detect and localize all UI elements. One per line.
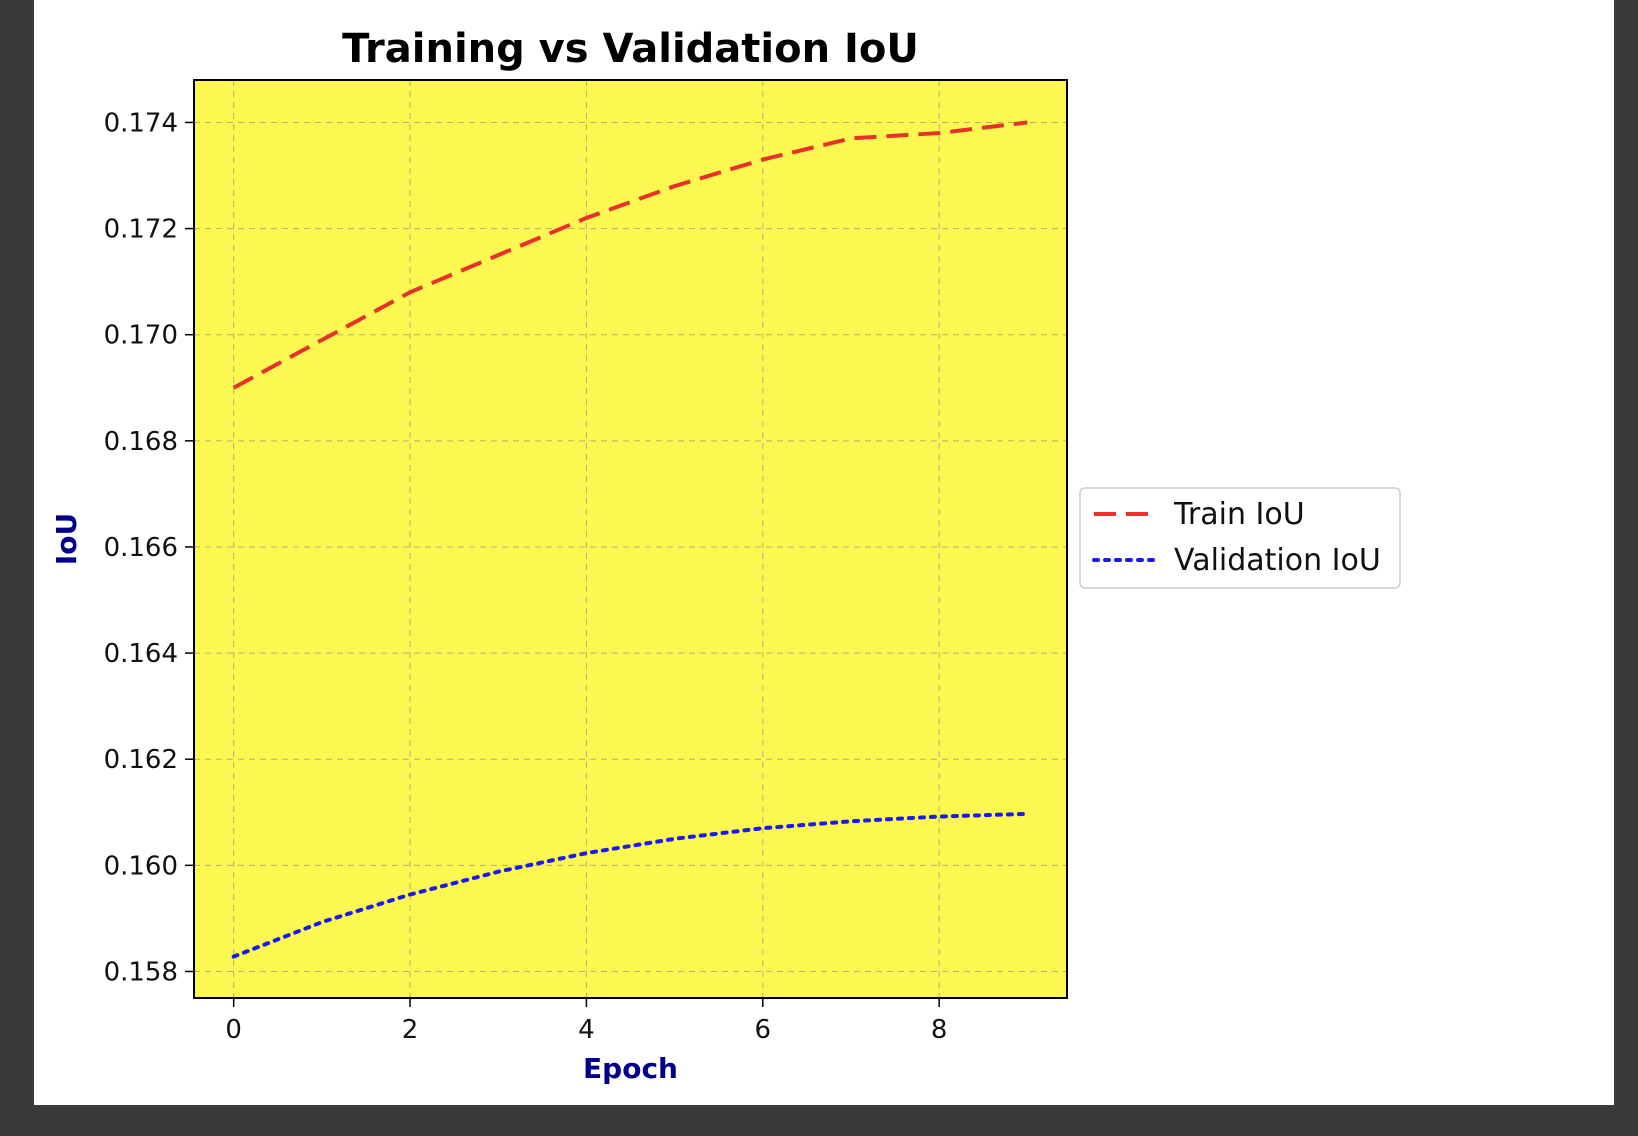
y-tick-label: 0.172 [104,215,178,245]
x-axis-label: Epoch [583,1052,678,1085]
y-tick-label: 0.170 [104,321,178,351]
y-axis-label: IoU [50,513,83,565]
legend-box [1079,487,1401,589]
chart-title: Training vs Validation IoU [342,26,919,72]
plot-frame [193,79,1068,999]
series-line-1 [231,811,1030,959]
x-tick-label: 8 [931,1015,948,1045]
y-tick-label: 0.174 [104,108,178,138]
x-tick-label: 6 [754,1015,771,1045]
legend-label-validation: Validation IoU [1174,543,1381,578]
legend-label-train: Train IoU [1173,497,1305,532]
y-tick-label: 0.158 [104,957,178,987]
series-line-0 [232,120,1028,390]
y-tick-label: 0.168 [104,427,178,457]
line-chart: 0 2 4 6 8 0.158 0.160 0.162 0.164 0.166 0.168 0.170… [50,26,1401,1085]
y-tick-label: 0.164 [104,639,178,669]
x-tick-label: 0 [225,1015,242,1045]
y-tick-label: 0.160 [104,851,178,881]
y-tick-label: 0.166 [104,533,178,563]
series-lines [231,120,1030,959]
x-tick-label: 2 [402,1015,419,1045]
axis-ticks: 0 2 4 6 8 0.158 0.160 0.162 0.164 0.166 0.168 0.170… [104,108,948,1045]
y-tick-label: 0.162 [104,745,178,775]
legend: Train IoU Validation IoU [1079,487,1401,589]
chart-canvas: 0 2 4 6 8 0.158 0.160 0.162 0.164 0.166 0.168 0.170… [34,0,1614,1105]
plot-area [194,80,1067,998]
x-tick-label: 4 [578,1015,595,1045]
grid-lines [194,80,1067,998]
